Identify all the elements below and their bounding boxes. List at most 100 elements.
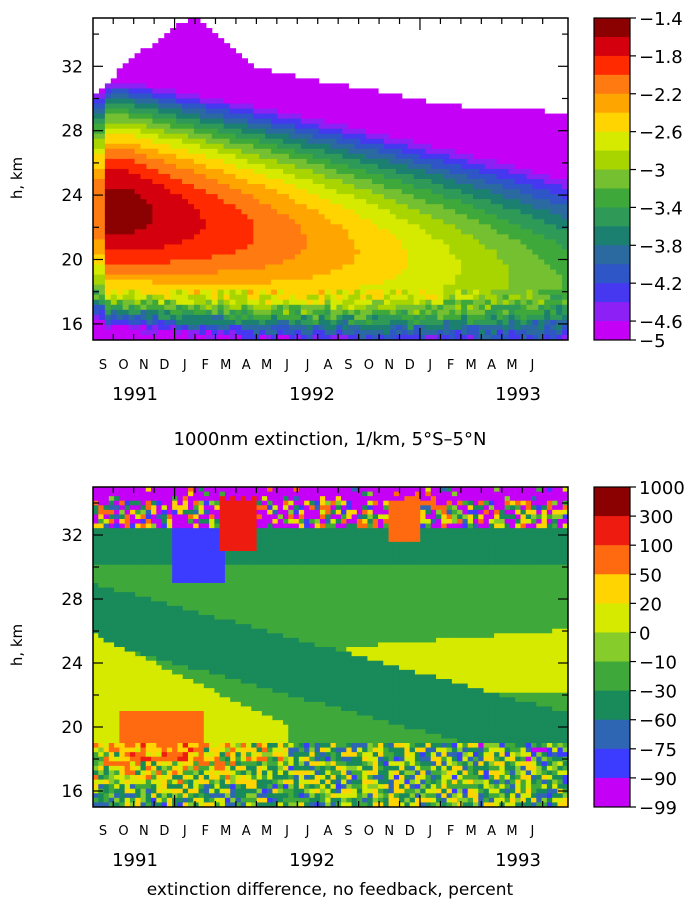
heatmap-cell	[390, 144, 397, 150]
heatmap-cell	[188, 229, 195, 235]
heatmap-cell	[544, 229, 551, 235]
heatmap-cell	[135, 734, 141, 739]
heatmap-cell	[331, 219, 338, 225]
heatmap-cell	[212, 305, 219, 311]
heatmap-cell	[241, 209, 248, 215]
heatmap-cell	[93, 265, 100, 271]
heatmap-cell	[301, 199, 308, 205]
heatmap-cell	[135, 300, 142, 306]
heatmap-cell	[135, 290, 142, 296]
heatmap-cell	[336, 114, 343, 120]
heatmap-cell	[289, 325, 296, 331]
heatmap-cell	[307, 154, 314, 160]
heatmap-cell	[532, 239, 539, 245]
heatmap-cell	[241, 310, 248, 316]
heatmap-cell	[141, 674, 147, 679]
colorbar-swatch	[594, 151, 630, 170]
heatmap-cell	[141, 290, 148, 296]
heatmap-cell	[396, 290, 403, 296]
heatmap-cell	[259, 189, 266, 195]
heatmap-cell	[336, 124, 343, 130]
heatmap-cell	[325, 164, 332, 170]
heatmap-cell	[141, 139, 148, 145]
heatmap-cell	[455, 295, 462, 301]
heatmap-cell	[325, 93, 332, 99]
heatmap-cell	[99, 270, 106, 276]
heatmap-cell	[99, 199, 106, 205]
heatmap-cell	[176, 78, 183, 84]
heatmap-cell	[141, 496, 147, 501]
heatmap-cell	[200, 43, 207, 49]
heatmap-cell	[104, 492, 110, 497]
heatmap-cell	[532, 119, 539, 125]
heatmap-cell	[348, 275, 355, 281]
heatmap-cell	[146, 144, 153, 150]
heatmap-cell	[182, 149, 189, 155]
heatmap-cell	[319, 179, 326, 185]
heatmap-cell	[556, 270, 563, 276]
heatmap-cell	[544, 209, 551, 215]
heatmap-cell	[135, 674, 141, 679]
heatmap-cell	[289, 134, 296, 140]
heatmap-cell	[98, 766, 104, 771]
heatmap-cell	[301, 285, 308, 291]
heatmap-cell	[342, 88, 349, 94]
heatmap-cell	[212, 169, 219, 175]
heatmap-cell	[497, 214, 504, 220]
heatmap-cell	[111, 244, 118, 250]
heatmap-cell	[98, 674, 104, 679]
heatmap-cell	[194, 88, 201, 94]
heatmap-cell	[449, 219, 456, 225]
heatmap-cell	[289, 104, 296, 110]
heatmap-cell	[119, 688, 125, 693]
heatmap-cell	[431, 280, 438, 286]
heatmap-cell	[354, 189, 361, 195]
heatmap-cell	[130, 588, 136, 593]
heatmap-cell	[426, 109, 433, 115]
heatmap-cell	[109, 789, 115, 794]
heatmap-cell	[206, 169, 213, 175]
heatmap-cell	[135, 656, 141, 661]
heatmap-cell	[331, 119, 338, 125]
heatmap-cell	[104, 775, 110, 780]
heatmap-cell	[402, 119, 409, 125]
heatmap-cell	[449, 295, 456, 301]
heatmap-cell	[289, 260, 296, 266]
heatmap-cell	[526, 260, 533, 266]
heatmap-cell	[550, 169, 557, 175]
heatmap-cell	[182, 184, 189, 190]
heatmap-cell	[98, 757, 104, 762]
heatmap-cell	[117, 239, 124, 245]
heatmap-cell	[182, 28, 189, 34]
heatmap-cell	[104, 574, 110, 579]
heatmap-cell	[538, 194, 545, 200]
heatmap-cell	[194, 320, 201, 326]
heatmap-cell	[544, 124, 551, 130]
heatmap-cell	[170, 229, 177, 235]
heatmap-cell	[224, 144, 231, 150]
heatmap-cell	[247, 290, 254, 296]
heatmap-cell	[532, 229, 539, 235]
heatmap-cell	[509, 144, 516, 150]
heatmap-cell	[141, 560, 147, 565]
heatmap-cell	[556, 189, 563, 195]
heatmap-cell	[253, 315, 260, 321]
heatmap-cell	[491, 234, 498, 240]
heatmap-cell	[259, 109, 266, 115]
heatmap-cell	[182, 275, 189, 281]
heatmap-cell	[271, 154, 278, 160]
heatmap-cell	[218, 275, 225, 281]
heatmap-cell	[125, 647, 131, 652]
heatmap-cell	[336, 214, 343, 220]
heatmap-cell	[158, 68, 165, 74]
heatmap-cell	[194, 179, 201, 185]
heatmap-cell	[301, 209, 308, 215]
heatmap-cell	[544, 149, 551, 155]
heatmap-cell	[372, 189, 379, 195]
heatmap-cell	[497, 300, 504, 306]
heatmap-cell	[259, 139, 266, 145]
heatmap-cell	[99, 99, 106, 105]
heatmap-cell	[384, 179, 391, 185]
heatmap-cell	[93, 697, 99, 702]
heatmap-cell	[164, 63, 171, 69]
